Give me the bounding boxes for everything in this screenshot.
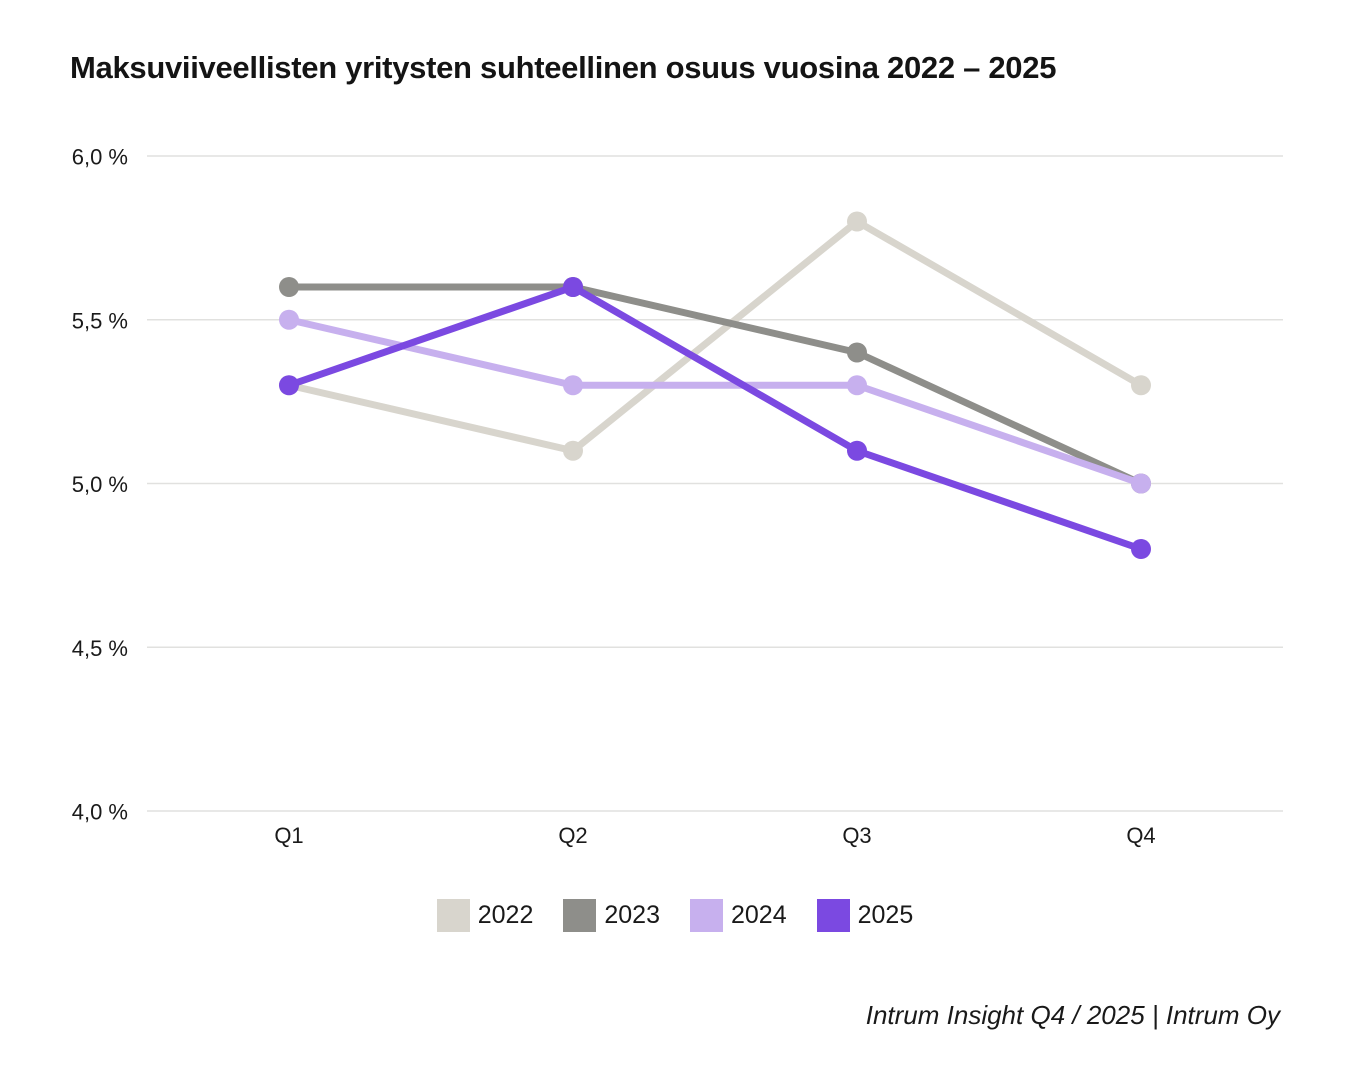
data-point-2025-Q3 [847,440,867,461]
data-point-2025-Q1 [279,375,299,396]
data-point-2022-Q4 [1131,375,1151,396]
y-axis-tick-label: 5,5 % [72,308,128,333]
legend-item-2025: 2025 [816,899,914,932]
x-axis-tick-label: Q2 [558,823,587,848]
source-note: Intrum Insight Q4 / 2025 | Intrum Oy [865,1000,1280,1030]
series-2025 [279,277,1151,559]
legend-label-2025: 2025 [857,901,914,929]
x-axis-tick-label: Q3 [842,823,871,848]
chart-title: Maksuviiveellisten yritysten suhteelline… [70,50,1057,85]
line-chart: 6,0 % 5,5 % 5,0 % 4,5 % 4,0 % Q1 Q2 Q3 Q4 [72,145,1283,848]
x-axis-tick-label: Q1 [274,823,303,848]
series-line-2025 [285,283,1145,553]
chart-legend: 2022 2023 2024 2025 [0,899,1350,932]
series-2022 [279,211,1151,461]
x-axis-tick-label: Q4 [1126,823,1155,848]
data-point-2025-Q2 [563,277,583,297]
series-line-2024 [285,316,1145,487]
legend-item-2022: 2022 [436,899,534,932]
data-point-2023-Q1 [279,277,299,297]
legend-label-2024: 2024 [731,901,787,929]
y-axis-tick-label: 6,0 % [72,145,128,170]
data-point-2022-Q3 [847,211,867,232]
series-2024 [279,309,1151,494]
legend-swatch-2023 [563,899,597,932]
legend-swatch-2022 [436,899,470,932]
y-axis-tick-label: 5,0 % [72,472,128,497]
series-line-2023 [285,283,1145,487]
data-point-2025-Q4 [1131,539,1151,559]
y-axis-tick-label: 4,5 % [72,636,128,661]
data-point-2023-Q3 [847,342,867,363]
data-point-2022-Q2 [563,440,583,461]
legend-label-2023: 2023 [604,901,660,929]
legend-label-2022: 2022 [477,901,534,929]
legend-swatch-2024 [690,899,723,932]
data-point-2024-Q3 [847,375,867,396]
legend-item-2023: 2023 [563,899,660,932]
y-axis-tick-label: 4,0 % [72,800,128,825]
legend-item-2024: 2024 [690,899,787,932]
legend-swatch-2025 [816,899,850,932]
data-point-2024-Q1 [279,309,299,330]
data-point-2024-Q2 [563,375,583,396]
data-point-2024-Q4 [1131,473,1151,494]
series-line-2022 [285,218,1145,455]
